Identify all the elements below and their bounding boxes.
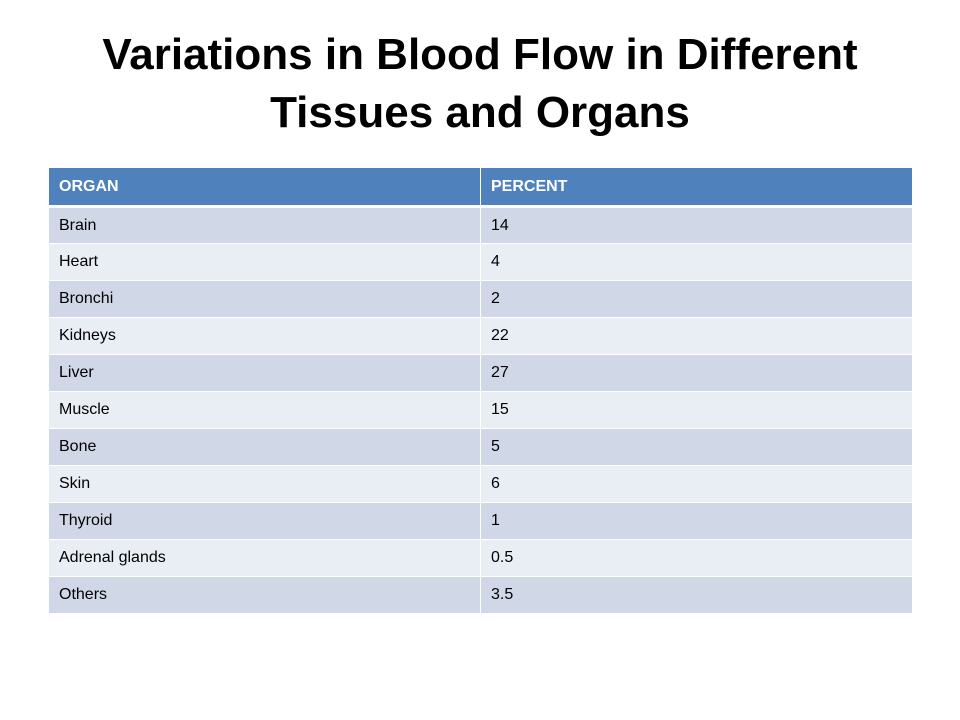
percent-cell: 0.5	[480, 539, 913, 577]
column-header-percent: PERCENT	[480, 167, 913, 208]
table-row: Brain 14	[48, 206, 913, 244]
table-row: Muscle 15	[48, 391, 913, 429]
percent-cell: 2	[480, 280, 913, 318]
blood-flow-table: ORGAN PERCENT Brain 14 Heart 4 Bronchi 2…	[48, 167, 913, 614]
table-row: Others 3.5	[48, 576, 913, 614]
table-header-row: ORGAN PERCENT	[48, 167, 913, 208]
organ-cell: Skin	[48, 465, 481, 503]
percent-cell: 15	[480, 391, 913, 429]
organ-cell: Others	[48, 576, 481, 614]
percent-cell: 4	[480, 243, 913, 281]
percent-cell: 22	[480, 317, 913, 355]
table-row: Thyroid 1	[48, 502, 913, 540]
table-row: Heart 4	[48, 243, 913, 281]
organ-cell: Bronchi	[48, 280, 481, 318]
organ-cell: Bone	[48, 428, 481, 466]
organ-cell: Kidneys	[48, 317, 481, 355]
table-row: Kidneys 22	[48, 317, 913, 355]
table-row: Bronchi 2	[48, 280, 913, 318]
organ-cell: Brain	[48, 206, 481, 244]
percent-cell: 14	[480, 206, 913, 244]
percent-cell: 5	[480, 428, 913, 466]
percent-cell: 3.5	[480, 576, 913, 614]
percent-cell: 27	[480, 354, 913, 392]
organ-cell: Liver	[48, 354, 481, 392]
organ-cell: Heart	[48, 243, 481, 281]
percent-cell: 1	[480, 502, 913, 540]
column-header-organ: ORGAN	[48, 167, 481, 208]
table-row: Adrenal glands 0.5	[48, 539, 913, 577]
slide-title: Variations in Blood Flow in Different Ti…	[102, 30, 858, 137]
percent-cell: 6	[480, 465, 913, 503]
organ-cell: Thyroid	[48, 502, 481, 540]
table-row: Skin 6	[48, 465, 913, 503]
table-row: Bone 5	[48, 428, 913, 466]
organ-cell: Muscle	[48, 391, 481, 429]
organ-cell: Adrenal glands	[48, 539, 481, 577]
table-row: Liver 27	[48, 354, 913, 392]
